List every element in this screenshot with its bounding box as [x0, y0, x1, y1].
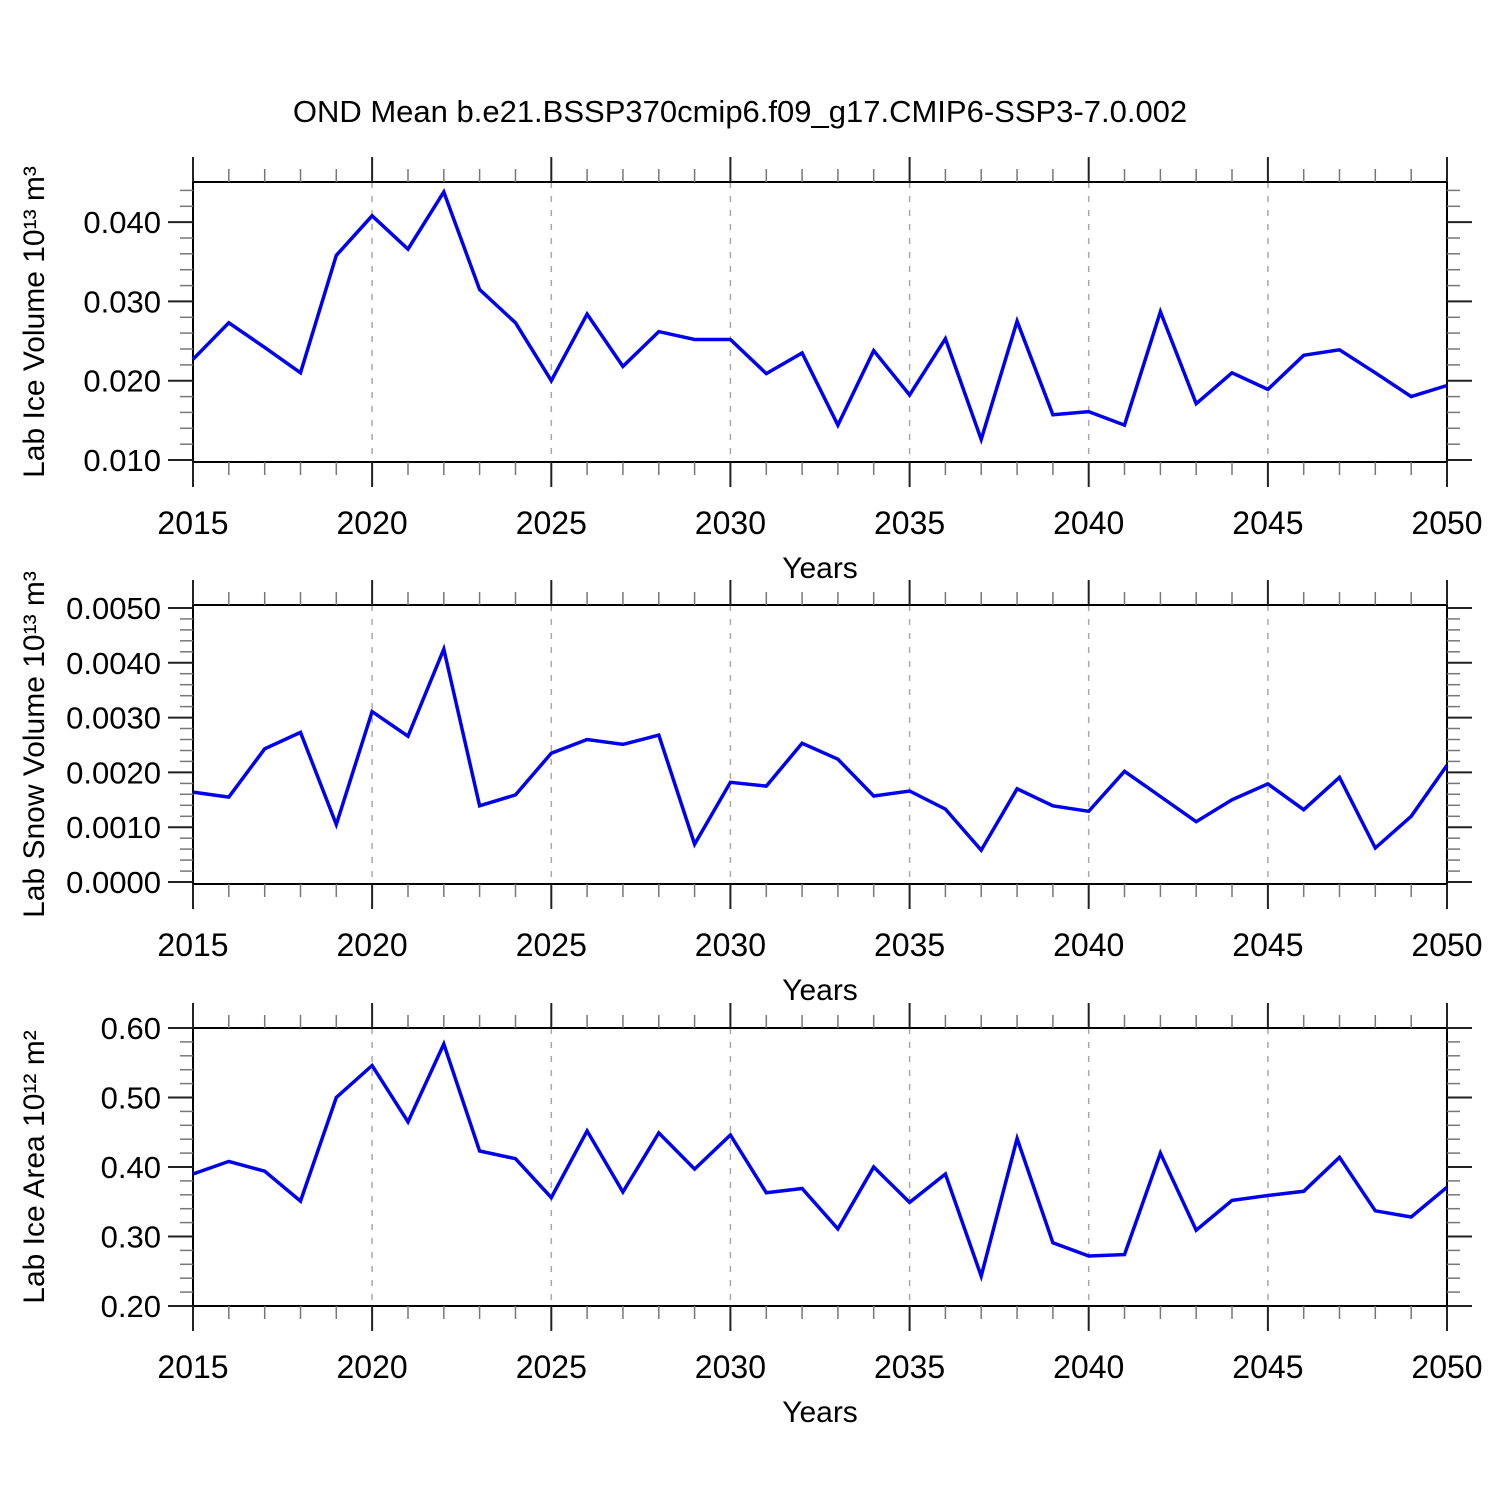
y-tick-label: 0.010: [83, 443, 161, 478]
x-tick-label: 2045: [1232, 927, 1303, 963]
y-tick-label: 0.30: [101, 1220, 161, 1255]
x-tick-label: 2050: [1411, 927, 1482, 963]
y-tick-label: 0.60: [101, 1011, 161, 1046]
y-tick-label: 0.20: [101, 1289, 161, 1324]
x-tick-label: 2025: [516, 505, 587, 541]
x-tick-label: 2030: [695, 1349, 766, 1385]
lab-ice-area-line: [192, 1039, 1449, 1283]
plot-frame: [192, 181, 1448, 463]
y-axis-title: Lab Snow Volume 10¹³ m³: [18, 571, 51, 918]
panel-lab-ice-volume: 0.010 0.020 0.030 0.040 2015 2020 2025 2030 2035…: [18, 157, 1483, 585]
x-tick-label: 2025: [516, 927, 587, 963]
x-tick-label: 2050: [1411, 1349, 1482, 1385]
x-tick-label: 2020: [337, 927, 408, 963]
y-tick-label: 0.50: [101, 1081, 161, 1116]
x-tick-label: 2040: [1053, 927, 1124, 963]
x-tick-label: 2045: [1232, 505, 1303, 541]
x-tick-label: 2020: [337, 1349, 408, 1385]
y-tick-label: 0.0050: [66, 591, 161, 626]
plot-frame: [192, 1027, 1448, 1307]
x-tick-label: 2030: [695, 505, 766, 541]
y-axis-title: Lab Ice Volume 10¹³ m³: [18, 166, 51, 478]
x-axis-title: Years: [782, 974, 858, 1007]
panel-lab-snow-volume: 0.0000 0.0010 0.0020 0.0030 0.0040 0.0050 2015…: [18, 571, 1483, 1007]
x-tick-label: 2015: [157, 505, 228, 541]
y-tick-label: 0.0020: [66, 755, 161, 790]
y-tick-label: 0.020: [83, 364, 161, 399]
y-tick-label: 0.040: [83, 205, 161, 240]
x-tick-label: 2035: [874, 927, 945, 963]
y-tick-label: 0.0000: [66, 865, 161, 900]
panel-lab-ice-area: 0.20 0.30 0.40 0.50 0.60 2015 2020 2025 2030 2035…: [18, 1003, 1483, 1429]
y-tick-label: 0.0010: [66, 810, 161, 845]
x-tick-label: 2035: [874, 505, 945, 541]
x-tick-label: 2020: [337, 505, 408, 541]
lab-snow-volume-line: [192, 643, 1449, 854]
x-tick-label: 2045: [1232, 1349, 1303, 1385]
chart-title: OND Mean b.e21.BSSP370cmip6.f09_g17.CMIP…: [292, 94, 1188, 129]
y-tick-label: 0.40: [101, 1150, 161, 1185]
x-tick-label: 2040: [1053, 505, 1124, 541]
x-axis-title: Years: [782, 552, 858, 585]
x-tick-label: 2030: [695, 927, 766, 963]
x-tick-label: 2025: [516, 1349, 587, 1385]
y-tick-label: 0.0030: [66, 701, 161, 736]
x-tick-label: 2040: [1053, 1349, 1124, 1385]
x-tick-label: 2015: [157, 1349, 228, 1385]
y-tick-label: 0.030: [83, 284, 161, 319]
x-tick-label: 2050: [1411, 505, 1482, 541]
x-tick-label: 2035: [874, 1349, 945, 1385]
plot-frame: [192, 604, 1448, 885]
y-tick-label: 0.0040: [66, 646, 161, 681]
x-tick-label: 2015: [157, 927, 228, 963]
lab-ice-volume-line: [191, 188, 1448, 445]
x-axis-title: Years: [782, 1396, 858, 1429]
y-axis-title: Lab Ice Area 10¹² m²: [18, 1030, 51, 1303]
